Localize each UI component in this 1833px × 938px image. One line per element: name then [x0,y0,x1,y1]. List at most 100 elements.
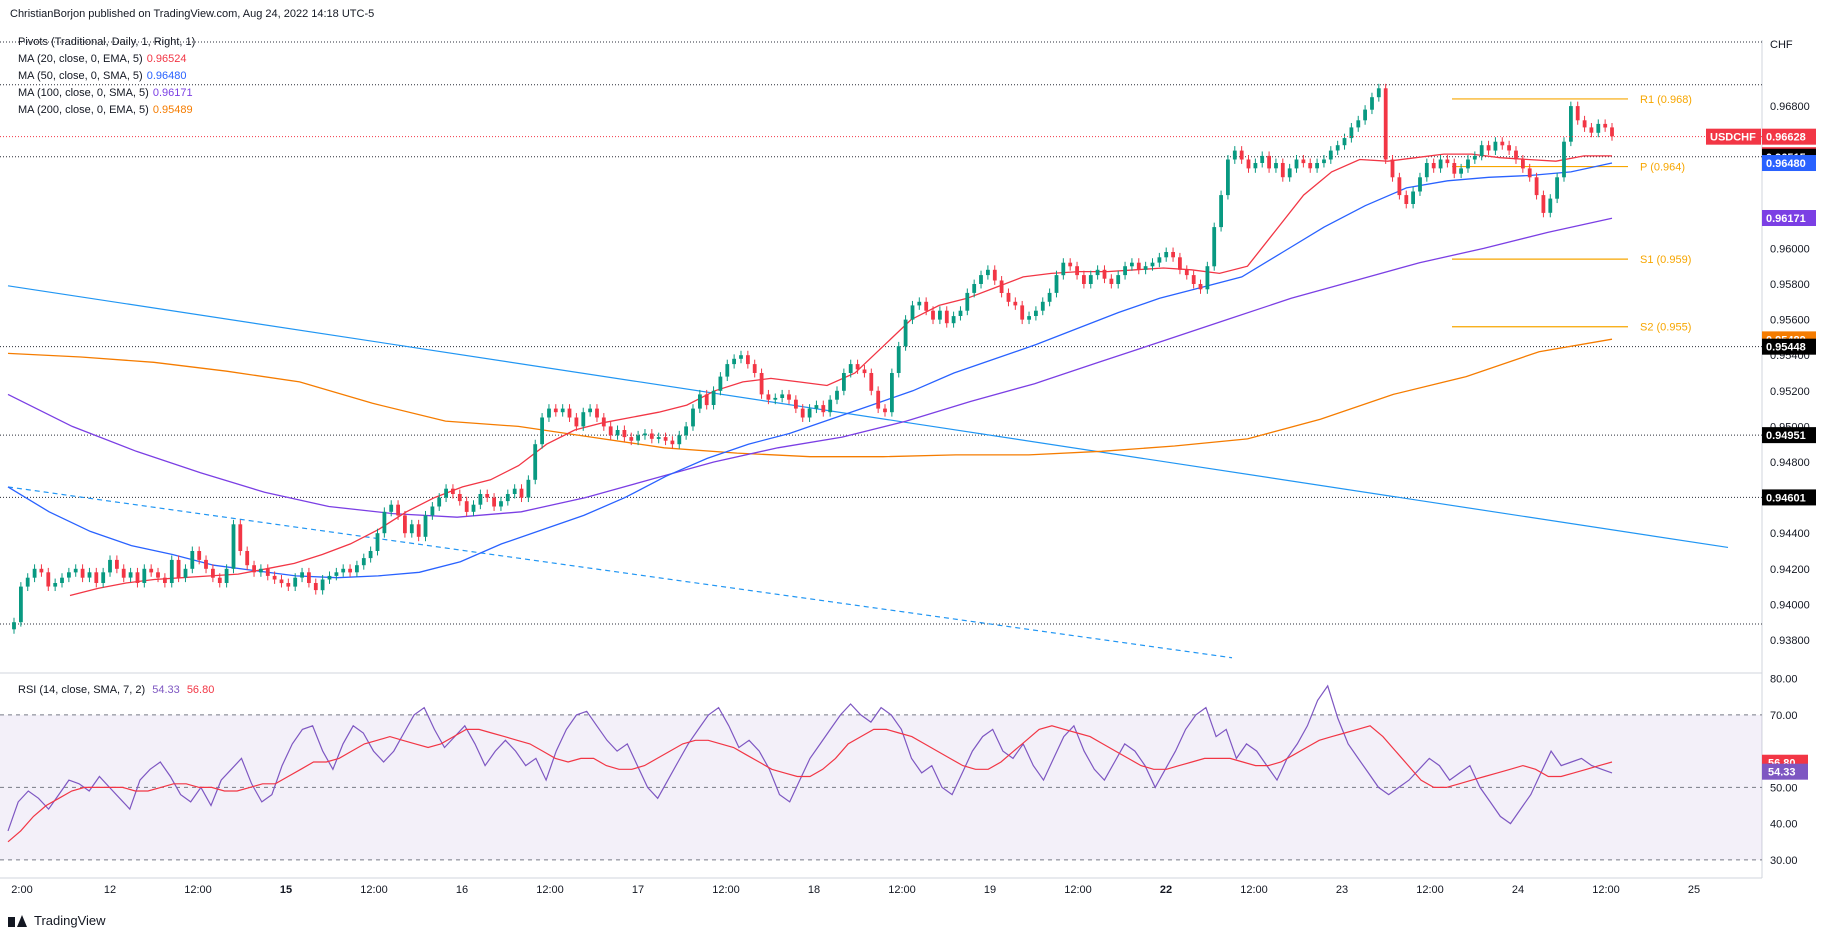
candle [252,565,256,573]
candle [1260,155,1265,163]
y-tick-label: 0.96000 [1770,243,1810,255]
candle [1562,141,1566,178]
candle [389,504,394,512]
rsi-legend-value: 54.33 [152,684,180,696]
x-tick-label: 2:00 [11,884,32,896]
legend-value: 0.96171 [152,87,193,99]
candle [1424,163,1429,178]
candle [581,412,586,427]
candle [176,559,181,578]
legend-ma100[interactable]: MA (100, close, 0, SMA, 5) 0.96171 [18,85,195,102]
candle [375,533,380,551]
legend-ma200[interactable]: MA (200, close, 0, EMA, 5) 0.95489 [18,102,195,119]
candle [204,559,208,569]
symbol-tag-text: USDCHF [1710,132,1756,144]
candle [1555,177,1559,199]
candle [416,524,421,537]
candle [1390,159,1395,178]
candle [643,433,647,436]
candle [800,408,805,418]
candle [814,405,819,409]
price-tag-text: 0.94951 [1766,430,1806,442]
candle [1507,145,1511,151]
candle [1157,257,1162,263]
candle [300,572,304,578]
rsi-line [7,684,1613,832]
candle [1521,159,1525,169]
candle [1534,177,1539,196]
candle [245,551,250,566]
price-tag [1762,128,1816,145]
candle [869,373,874,391]
candle [533,444,538,480]
rsi-legend[interactable]: RSI (14, close, SMA, 7, 2) 54.33 56.80 [18,684,214,696]
price-tag-text: 0.95448 [1766,342,1806,354]
legend-value: 0.96480 [146,70,187,82]
candle [1102,269,1107,279]
candle [910,305,915,320]
candle [979,275,983,284]
rsi-tick-label: 80.00 [1770,674,1798,686]
candle [588,408,592,413]
candle [876,390,881,409]
candle [1452,163,1457,174]
candle [1383,88,1388,160]
price-tag-text: 0.94601 [1766,492,1806,504]
candle [924,301,929,311]
candle [464,501,469,512]
legend-value: 0.96524 [146,53,187,65]
candle [903,319,908,347]
legend-pivots[interactable]: Pivots (Traditional, Daily, 1, Right, 1) [18,34,195,51]
rsi-legend-label: RSI (14, close, SMA, 7, 2) [18,684,146,696]
candle [471,504,476,512]
y-tick-label: 0.93800 [1770,635,1810,647]
candle [224,568,229,583]
candle [670,440,675,445]
candle [211,568,215,578]
candle [1123,266,1127,276]
candle [828,399,833,413]
candle [746,355,750,365]
legend-ma20[interactable]: MA (20, close, 0, EMA, 5) 0.96524 [18,51,195,68]
legend-ma50[interactable]: MA (50, close, 0, SMA, 5) 0.96480 [18,68,195,85]
candle [1095,269,1100,276]
candle [313,583,318,591]
candle [1287,168,1292,178]
candle [1232,150,1237,160]
tradingview-logo-icon [8,914,28,927]
y-tick-label: 0.94800 [1770,457,1810,469]
candle [608,426,613,436]
price-tag [1762,427,1816,444]
ma100-line [7,217,1613,518]
candle [320,579,325,591]
candle [1109,278,1114,284]
candle [1575,106,1580,121]
candle [992,269,997,281]
candle [718,376,723,391]
candle [1603,123,1608,128]
candle [478,494,483,505]
price-tag [1762,338,1816,355]
candle [560,408,565,413]
candle [217,577,222,583]
x-tick-label: 12:00 [184,884,212,896]
candle [917,301,922,306]
pivot-label: R1 (0.968) [1640,94,1692,106]
candle [1280,163,1285,178]
candle [1082,275,1086,284]
price-tag-text: 0.96171 [1766,213,1806,225]
candle [1226,159,1230,196]
tradingview-footer[interactable]: TradingView [8,913,106,928]
candle [787,394,791,400]
candle [108,559,112,573]
candle [293,577,298,587]
candle [958,310,963,316]
rsi-tag [1762,763,1808,780]
candle [807,408,812,418]
candle [677,435,682,445]
candle [848,364,853,373]
candle [12,622,16,630]
candle [1198,284,1203,290]
rsi-tick-label: 50.00 [1770,782,1798,794]
